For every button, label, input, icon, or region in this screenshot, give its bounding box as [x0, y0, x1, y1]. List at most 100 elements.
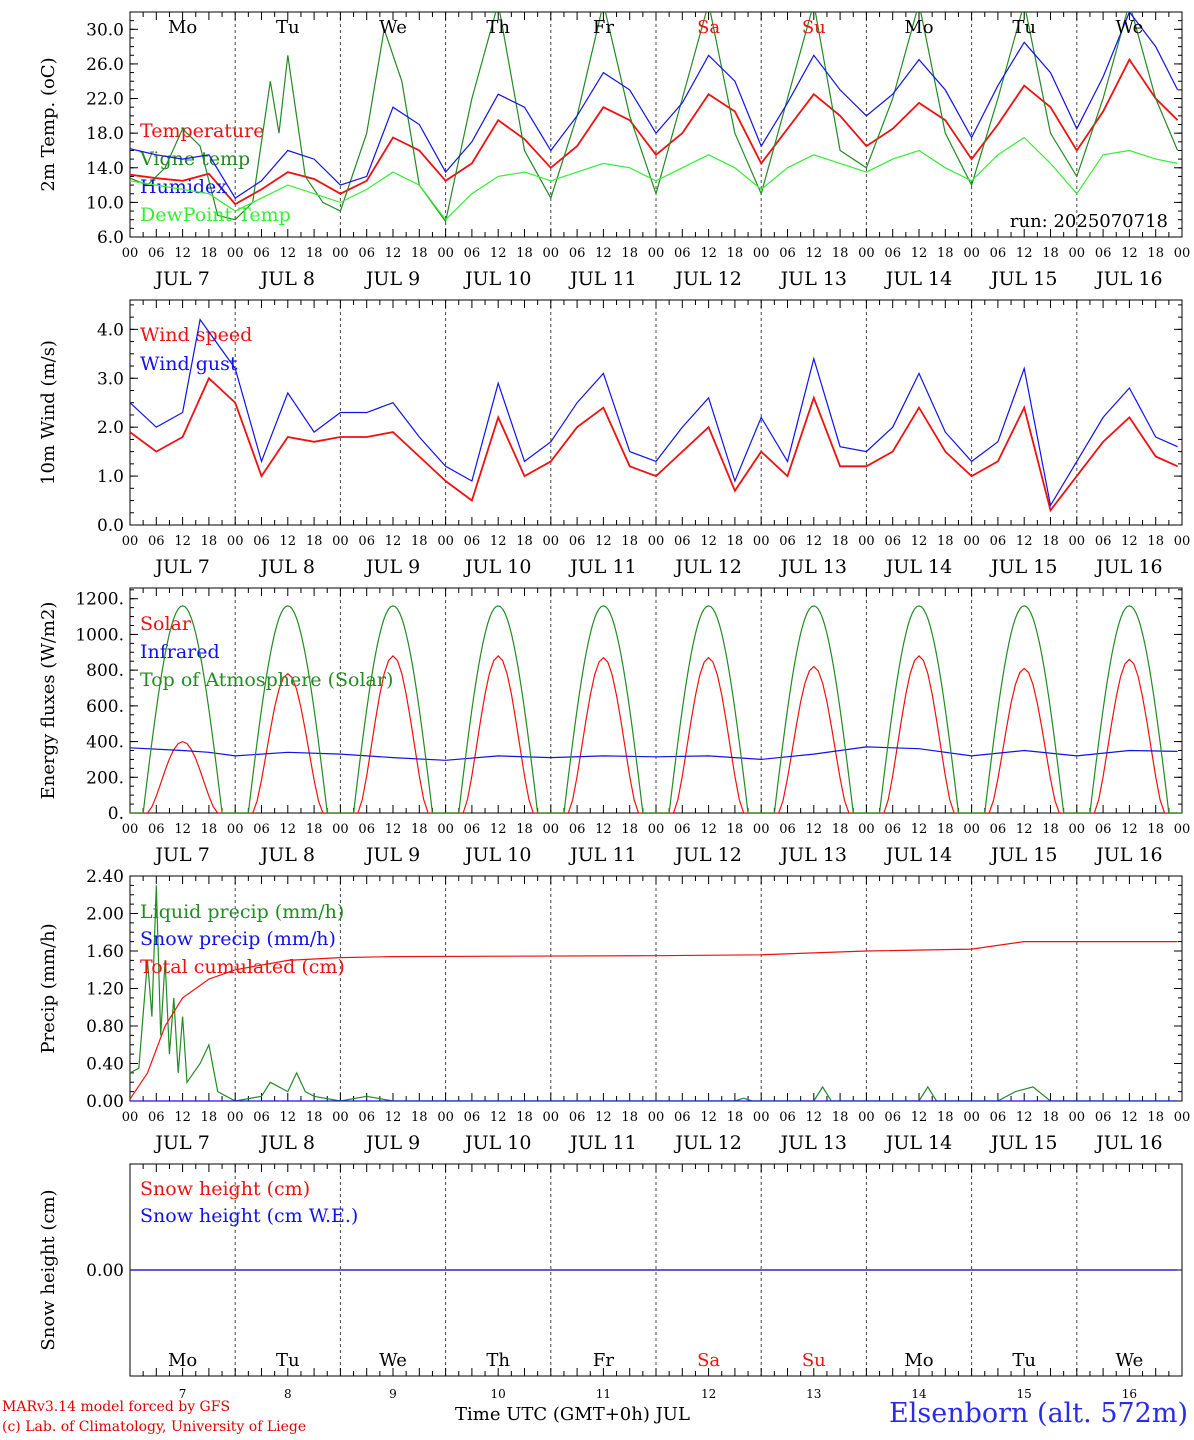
hour-tick-label: 06: [1095, 1110, 1112, 1125]
hour-tick-label: 00: [122, 534, 139, 549]
hour-tick-label: 12: [385, 1110, 402, 1125]
hour-tick-label: 18: [1147, 246, 1164, 261]
hour-tick-label: 00: [963, 1110, 980, 1125]
legend-entry: DewPoint Temp: [140, 204, 291, 226]
hour-tick-label: 00: [753, 822, 770, 837]
hour-tick-label: 18: [727, 246, 744, 261]
hour-tick-label: 00: [1174, 246, 1191, 261]
hour-tick-label: 12: [806, 534, 823, 549]
day-label: JUL 13: [779, 844, 847, 866]
hour-tick-label: 00: [648, 534, 665, 549]
hour-tick-label: 12: [911, 1110, 928, 1125]
day-label: JUL 10: [463, 268, 531, 290]
y-tick-label: 2.0: [97, 418, 124, 438]
hour-tick-label: 18: [201, 822, 218, 837]
hour-tick-label: 06: [990, 246, 1007, 261]
day-label: JUL 9: [364, 556, 420, 578]
y-tick-label: 0.40: [86, 1055, 124, 1075]
weekday-label-bottom: Tu: [276, 1350, 300, 1371]
hour-tick-label: 12: [174, 246, 191, 261]
hour-tick-label: 00: [1069, 1110, 1086, 1125]
hour-tick-label: 12: [174, 1110, 191, 1125]
hour-tick-label: 00: [1174, 822, 1191, 837]
bottom-day-number: 14: [911, 1387, 927, 1400]
plot-frame-2: [129, 587, 1183, 814]
hour-tick-label: 12: [280, 822, 297, 837]
legend-entry: Top of Atmosphere (Solar): [140, 669, 393, 691]
weekday-label-top: Su: [802, 17, 826, 38]
weekday-label-bottom: Sa: [697, 1350, 720, 1371]
hour-tick-label: 00: [332, 534, 349, 549]
hour-tick-label: 12: [280, 246, 297, 261]
hour-tick-label: 12: [700, 534, 717, 549]
hour-tick-label: 00: [1069, 534, 1086, 549]
hour-tick-label: 12: [1016, 246, 1033, 261]
day-label: JUL 15: [989, 268, 1057, 290]
hour-tick-label: 12: [174, 534, 191, 549]
hour-tick-label: 12: [385, 246, 402, 261]
hour-tick-label: 00: [227, 246, 244, 261]
hour-tick-label: 12: [700, 1110, 717, 1125]
bottom-day-number: 10: [491, 1387, 506, 1400]
hour-tick-label: 06: [1095, 246, 1112, 261]
y-tick-label: 1.60: [86, 942, 124, 962]
hour-tick-label: 12: [806, 822, 823, 837]
hour-tick-label: 18: [516, 822, 533, 837]
hour-tick-label: 06: [253, 246, 270, 261]
hour-tick-label: 12: [174, 822, 191, 837]
hour-tick-label: 18: [306, 822, 323, 837]
hour-tick-label: 06: [674, 1110, 691, 1125]
weekday-label-bottom: We: [1116, 1350, 1144, 1371]
y-tick-label: 600.: [86, 697, 124, 717]
weekday-label-top: We: [1116, 17, 1144, 38]
y-axis-title: Snow height (cm): [38, 1189, 59, 1350]
hour-tick-label: 18: [516, 534, 533, 549]
hour-tick-label: 00: [858, 1110, 875, 1125]
hour-tick-label: 06: [253, 822, 270, 837]
y-tick-label: 0.80: [86, 1017, 124, 1037]
y-tick-label: 14.0: [86, 159, 124, 179]
hour-tick-label: 00: [1174, 1110, 1191, 1125]
hour-tick-label: 06: [990, 822, 1007, 837]
day-label: JUL 15: [989, 556, 1057, 578]
day-label: JUL 13: [779, 1132, 847, 1154]
hour-tick-label: 00: [437, 246, 454, 261]
hour-tick-label: 06: [1095, 534, 1112, 549]
bottom-day-number: 7: [179, 1387, 187, 1400]
hour-tick-label: 00: [648, 246, 665, 261]
legend-entry: Infrared: [140, 641, 220, 663]
legend-entry: Liquid precip (mm/h): [140, 901, 344, 923]
day-label: JUL 12: [673, 268, 741, 290]
hour-tick-label: 06: [148, 246, 165, 261]
series-line-infrared: [130, 746, 1178, 761]
y-tick-label: 200.: [86, 768, 124, 788]
hour-tick-label: 06: [569, 1110, 586, 1125]
weekday-label-top: Tu: [276, 17, 300, 38]
hour-tick-label: 12: [1016, 534, 1033, 549]
day-label: JUL 14: [884, 844, 952, 866]
hour-tick-label: 12: [700, 246, 717, 261]
hour-tick-label: 12: [806, 246, 823, 261]
hour-tick-label: 06: [464, 1110, 481, 1125]
day-label: JUL 7: [153, 1132, 209, 1154]
series-line-wind-gust: [130, 318, 1178, 508]
legend-entry: Total cumulated (cm): [140, 956, 345, 978]
hour-tick-label: 06: [358, 1110, 375, 1125]
hour-tick-label: 18: [937, 246, 954, 261]
y-tick-label: 1.0: [97, 467, 124, 487]
hour-tick-label: 18: [832, 246, 849, 261]
hour-tick-label: 12: [595, 534, 612, 549]
hour-tick-label: 06: [358, 822, 375, 837]
bottom-day-number: 8: [284, 1387, 292, 1400]
hour-tick-label: 06: [464, 246, 481, 261]
meteogram: 6.0 10.0 14.0 18.0 22.0 26.0 30.0 2m Temp. (oC)…: [38, 11, 1191, 1400]
hour-tick-label: 00: [437, 534, 454, 549]
series-line-liquid-precip-mm-h-: [130, 885, 1178, 1101]
y-tick-label: 2.40: [86, 867, 124, 887]
hour-tick-label: 06: [569, 246, 586, 261]
hour-tick-label: 00: [1069, 822, 1086, 837]
hour-tick-label: 18: [516, 246, 533, 261]
hour-tick-label: 06: [779, 246, 796, 261]
day-label: JUL 10: [463, 1132, 531, 1154]
hour-tick-label: 18: [1042, 822, 1059, 837]
